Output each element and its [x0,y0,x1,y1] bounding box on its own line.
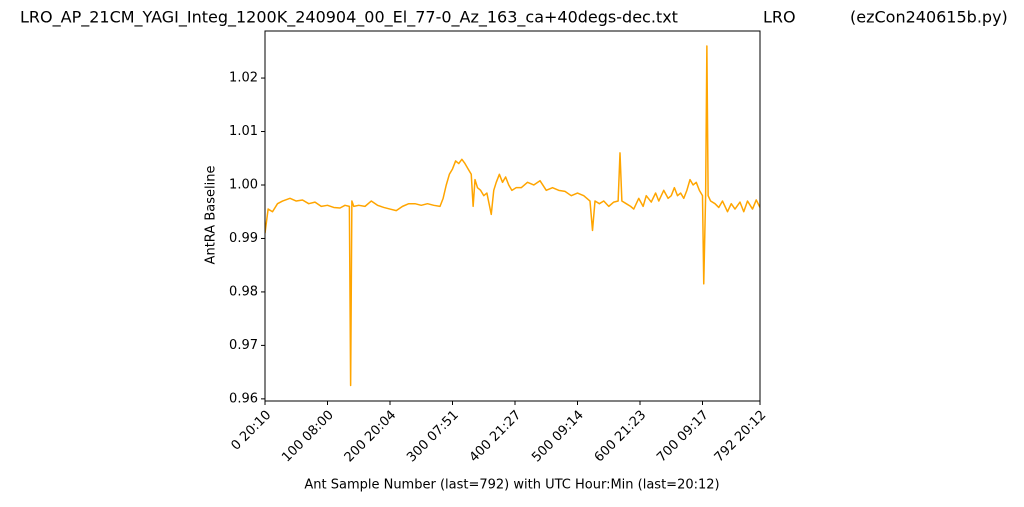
x-tick-label: 400 21:27 [467,408,525,466]
x-tick-label: 0 20:10 [228,408,274,454]
x-tick-label: 300 07:51 [404,408,462,466]
x-tick-label: 792 20:12 [712,408,770,466]
chart-title: LRO_AP_21CM_YAGI_Integ_1200K_240904_00_E… [20,8,678,28]
x-tick-label: 700 09:17 [654,408,712,466]
x-tick-label: 500 09:14 [529,408,587,466]
x-tick-label: 600 21:23 [592,408,650,466]
y-axis-label: AntRA Baseline [204,166,219,265]
y-tick-label: 0.97 [229,338,258,353]
chart-subtitle: LRO [763,8,796,27]
y-tick-label: 0.98 [229,284,258,299]
y-tick-label: 0.96 [229,391,258,406]
y-tick-label: 1.00 [229,177,258,192]
y-tick-label: 0.99 [229,231,258,246]
annotation: (ezCon240615b.py) [850,8,1008,27]
x-tick-label: 200 20:04 [342,408,400,466]
y-tick-label: 1.02 [229,71,258,86]
x-axis-label: Ant Sample Number (last=792) with UTC Ho… [304,478,719,493]
x-tick-label: 100 08:00 [279,408,337,466]
y-tick-label: 1.01 [229,124,258,139]
data-line [265,45,760,387]
plot-frame [264,30,761,402]
